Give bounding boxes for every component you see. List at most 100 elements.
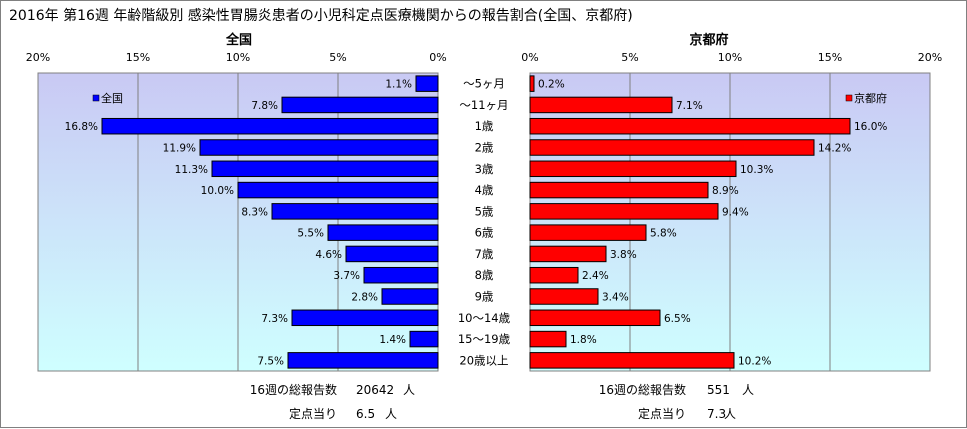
data-label-national: 10.0% [201,185,234,197]
data-label-kyoto: 1.8% [570,334,597,346]
data-label-national: 1.4% [379,334,406,346]
data-label-kyoto: 2.4% [582,270,609,282]
data-label-national: 5.5% [297,228,324,240]
data-label-national: 4.6% [315,249,342,261]
data-label-national: 11.3% [175,164,208,176]
right-tick-label: 15% [818,51,842,64]
data-label-national: 2.8% [351,292,378,304]
right-tick-label: 20% [918,51,942,64]
data-label-national: 16.8% [65,121,98,133]
bar-kyoto [529,160,737,178]
chart-title: 2016年 第16週 年齢階級別 感染性胃腸炎患者の小児科定点医療機関からの報告… [9,7,633,24]
category-label: 7歳 [475,247,494,261]
bar-kyoto [529,203,719,220]
category-label: 5歳 [475,204,494,218]
bar-national [409,330,439,348]
data-label-kyoto: 16.0% [854,121,887,133]
right-tick-label: 0% [521,51,538,64]
right-per-label: 定点当り [638,406,686,421]
right-tick-label: 5% [621,51,638,64]
legend-national-swatch [92,94,100,102]
category-label: ～11ヶ月 [459,98,508,112]
left-total-value: 20642 [356,383,394,397]
data-label-national: 7.3% [261,313,288,325]
data-label-kyoto: 14.2% [818,143,851,155]
legend-national: 全国 [92,91,123,105]
data-label-national: 1.1% [385,79,412,91]
left-per-unit: 人 [385,407,397,421]
bar-kyoto [529,96,673,114]
data-label-kyoto: 7.1% [676,100,703,112]
data-label-kyoto: 10.2% [738,355,771,367]
left-tick-label: 5% [329,51,346,64]
bar-national [281,96,439,114]
category-labels: ～5ヶ月 ～11ヶ月 1歳 2歳 3歳 4歳 5歳 6歳 7歳 8歳 9歳 10～14歳 15～19歳 2… [458,77,511,368]
category-label: 20歳以上 [459,353,508,367]
category-label: 8歳 [475,268,494,282]
legend-national-label: 全国 [101,91,123,105]
category-label: 2歳 [475,141,494,155]
bar-national [345,245,439,263]
bar-national [327,224,439,241]
category-label: ～5ヶ月 [463,77,505,91]
legend-kyoto-swatch [845,94,853,102]
bar-national [291,309,439,327]
data-label-national: 11.9% [163,143,196,155]
category-label: 4歳 [475,183,494,197]
data-label-kyoto: 5.8% [650,228,677,240]
left-panel: 0% 5% 10% 15% 20% 全国 1.1% 7.8% 16.8% 11.9% 11.3% 10… [26,32,447,372]
data-label-national: 7.8% [251,100,278,112]
right-total-label: 16週の総報告数 [599,382,686,397]
bar-national [237,181,439,199]
bar-national [415,75,439,92]
right-per-value: 7.3 [707,407,726,421]
bar-national [211,160,439,178]
category-label: 10～14歳 [458,311,511,325]
right-total-value: 551 [707,383,730,397]
bar-national [363,266,439,284]
data-label-national: 3.7% [333,270,360,282]
right-panel-title: 京都府 [689,32,728,48]
category-label: 6歳 [475,226,494,240]
data-label-national: 8.3% [241,206,268,218]
left-tick-label: 10% [226,51,250,64]
legend-kyoto-label: 京都府 [854,91,887,105]
left-total-unit: 人 [403,383,415,397]
left-tick-label: 15% [126,51,150,64]
bar-kyoto [529,245,607,263]
bar-kyoto [529,117,851,135]
data-label-national: 7.5% [257,355,284,367]
left-per-label: 定点当り [289,406,337,421]
category-label: 3歳 [475,162,494,176]
left-tick-label: 0% [429,51,446,64]
data-label-kyoto: 10.3% [740,164,773,176]
data-label-kyoto: 9.4% [722,206,749,218]
bar-kyoto [529,330,567,348]
bar-kyoto [529,75,535,92]
category-label: 9歳 [475,290,494,304]
bar-kyoto [529,352,735,369]
left-total-label: 16週の総報告数 [250,382,337,397]
bar-national [271,203,439,220]
bar-national [101,117,439,135]
right-per-unit: 人 [724,407,736,421]
data-label-kyoto: 8.9% [712,185,739,197]
left-per-value: 6.5 [356,407,375,421]
bar-kyoto [529,266,579,284]
left-tick-label: 20% [26,51,50,64]
bar-kyoto [529,288,599,305]
category-label: 15～19歳 [458,332,511,346]
category-label: 1歳 [475,119,494,133]
right-total-unit: 人 [742,383,754,397]
legend-kyoto: 京都府 [845,91,887,105]
data-label-kyoto: 3.8% [610,249,637,261]
bar-national [287,352,439,369]
bar-kyoto [529,139,815,156]
bar-kyoto [529,309,661,327]
data-label-kyoto: 0.2% [538,79,565,91]
left-panel-title: 全国 [225,32,252,48]
bar-national [199,139,439,156]
data-label-kyoto: 3.4% [602,292,629,304]
